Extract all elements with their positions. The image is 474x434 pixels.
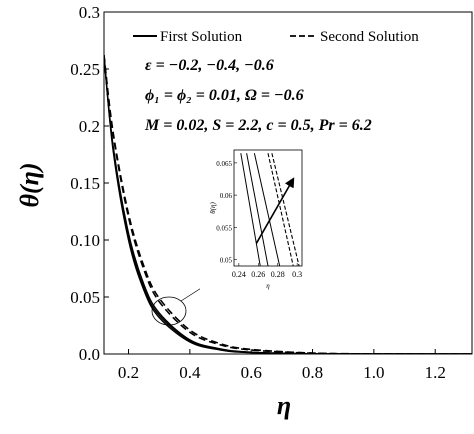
inset-second-solution-line-3: [267, 153, 294, 266]
inset-background: [200, 143, 309, 298]
inset-y-tick-label: 0.06: [220, 192, 233, 200]
inset-x-tick-label: 0.3: [292, 270, 302, 279]
inset-x-tick-label: 0.26: [251, 270, 265, 279]
inset-x-tick-label: 0.28: [271, 270, 285, 279]
legend: First Solution Second Solution: [133, 29, 419, 45]
main-series-group: [104, 55, 472, 354]
annotation-phi: ϕ₁ = ϕ₂ = 0.01, Ω = −0.6: [145, 87, 304, 104]
inset-x-axis-title: η: [266, 282, 270, 290]
y-tick-label: 0.0: [79, 345, 100, 364]
x-axis-title: η: [277, 391, 291, 420]
inset-y-tick-label: 0.055: [216, 224, 232, 232]
x-tick-label: 0.6: [241, 363, 262, 382]
legend-first-label: First Solution: [160, 29, 243, 45]
x-tick-label: 0.4: [179, 363, 201, 382]
y-tick-label: 0.2: [79, 117, 100, 136]
x-tick-label: 1.2: [425, 363, 446, 382]
annotation-params: M = 0.02, S = 2.2, c = 0.5, Pr = 6.2: [144, 117, 372, 134]
main-axes: 0.2 0.4 0.6 0.8 1.0 1.2 0.0 0.05 0.10 0.15 0.2 0.25…: [70, 3, 446, 382]
x-tick-label: 0.8: [302, 363, 323, 382]
inset-second-solution-line-4: [271, 153, 300, 266]
second-solution-line-4: [104, 55, 472, 354]
y-tick-label: 0.15: [70, 174, 100, 193]
x-tick-label: 1.0: [363, 363, 384, 382]
inset-axes: 0.24 0.26 0.28 0.3 0.05 0.055 0.06 0.065: [216, 160, 302, 279]
inset-x-tick-label: 0.24: [232, 270, 246, 279]
first-solution-line-2: [104, 55, 472, 354]
zoom-circle: [151, 296, 187, 326]
inset-y-axis-title: θ(η): [209, 202, 217, 214]
inset-series-group: [240, 153, 300, 266]
epsilon-direction-arrow: [255, 177, 295, 244]
legend-second-label: Second Solution: [320, 29, 419, 45]
y-tick-label: 0.3: [79, 3, 100, 22]
y-tick-label: 0.05: [70, 288, 100, 307]
inset-first-solution-line-1: [246, 153, 269, 266]
inset-y-tick-label: 0.065: [216, 160, 232, 168]
annotation-epsilon: ε = −0.2, −0.4, −0.6: [145, 57, 274, 74]
y-tick-label: 0.10: [70, 231, 100, 250]
inset-y-tick-label: 0.05: [220, 257, 233, 265]
y-tick-label: 0.25: [70, 60, 100, 79]
inset-first-solution-line-0: [240, 153, 261, 266]
inset-first-solution-line-2: [253, 153, 281, 266]
x-tick-label: 0.2: [118, 363, 139, 382]
y-axis-title: θ(η): [15, 162, 44, 207]
